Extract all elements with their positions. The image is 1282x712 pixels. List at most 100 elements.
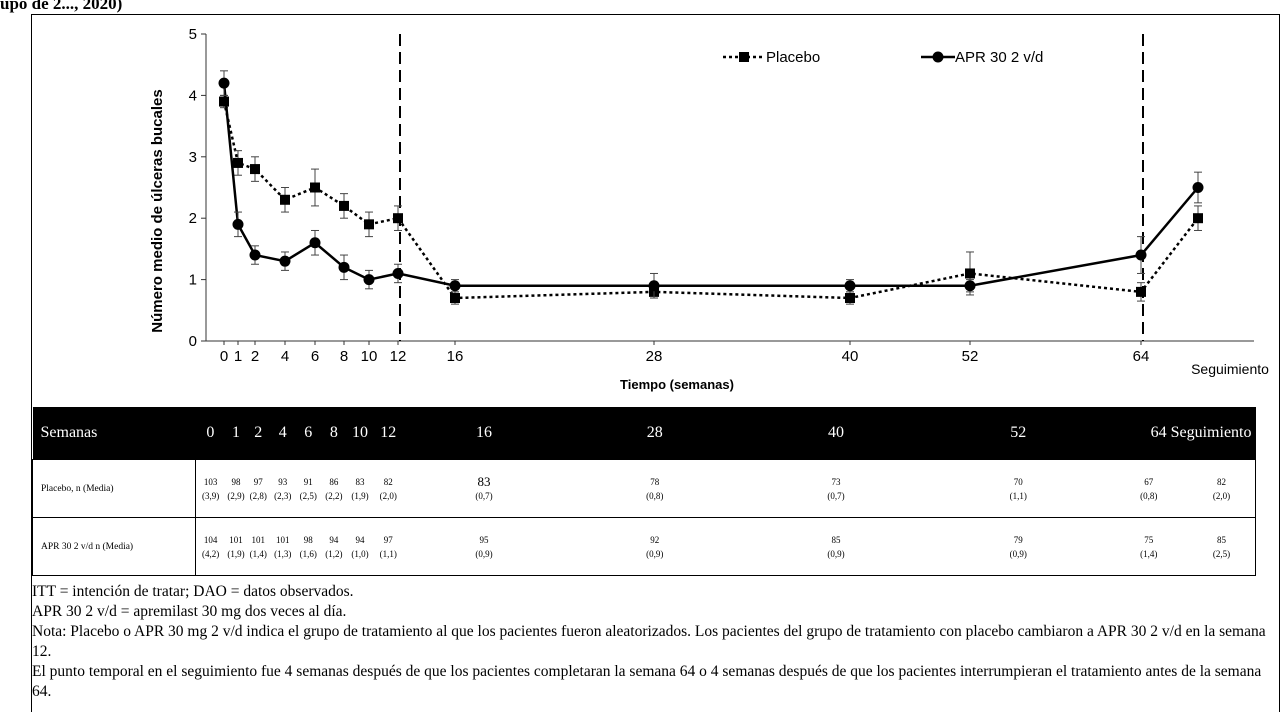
- cropped-heading: upo de 2..., 2020): [0, 0, 123, 13]
- data-point: [450, 293, 460, 304]
- x-tick-label: 16: [447, 348, 464, 365]
- cell-n: 92: [650, 534, 660, 545]
- data-point: [964, 280, 976, 292]
- x-axis-label: Tiempo (semanas): [620, 377, 734, 392]
- table-cell: 70 (1,1): [926, 459, 1110, 518]
- data-point: [1193, 213, 1203, 224]
- legend-marker-apr: [932, 51, 944, 63]
- x-tick-label: 2: [251, 348, 259, 365]
- cell-n: 83: [355, 476, 365, 487]
- x-tick-label: 1: [234, 348, 242, 365]
- table-cell: 82 (2,0): [1187, 459, 1256, 518]
- table-header-cell: 8: [320, 407, 347, 460]
- series-line: [222, 82, 1199, 287]
- table-header-cell: 0: [195, 407, 226, 460]
- cell-n: 97: [383, 534, 393, 545]
- table-cell: 83 (0,7): [403, 459, 565, 518]
- cell-mean: (1,0): [351, 548, 369, 559]
- cell-n: 104: [203, 534, 218, 545]
- data-point: [844, 280, 856, 292]
- cell-n: 85: [1216, 534, 1226, 545]
- x-tick-label: 28: [646, 348, 663, 365]
- table-header-cell: 52: [926, 407, 1110, 460]
- y-tick-label: 3: [189, 149, 197, 166]
- data-point: [233, 157, 243, 168]
- x-tick-label: 12: [390, 348, 407, 365]
- y-tick-label: 5: [189, 26, 197, 43]
- table-cell: 92 (0,9): [564, 517, 746, 576]
- table-cell: 97 (2,8): [246, 459, 270, 518]
- cell-n: 98: [231, 476, 241, 487]
- data-point: [845, 293, 855, 304]
- cell-n: 83: [477, 473, 491, 489]
- table-header-row: Semanas 0 1 2 4 6 8 10 12 16 28 40 52 64 Seguimiento: [32, 407, 1256, 460]
- cell-mean: (0,7): [475, 490, 493, 501]
- footnotes: ITT = intención de tratar; DAO = datos o…: [32, 582, 1272, 702]
- data-point: [250, 164, 260, 175]
- table-cell: 85 (2,5): [1187, 517, 1256, 576]
- table-header-cell: 40: [745, 407, 927, 460]
- cell-mean: (2,0): [379, 490, 397, 501]
- cell-mean: (0,9): [646, 548, 664, 559]
- data-point: [218, 77, 230, 89]
- series-placebo: [219, 94, 1203, 305]
- cell-mean: (1,1): [1009, 490, 1027, 501]
- chart-legend: Placebo APR 30 2 v/d: [723, 49, 1043, 66]
- series-line: [222, 101, 1199, 300]
- cell-mean: (1,1): [379, 548, 397, 559]
- footnote-treatment-note: Nota: Placebo o APR 30 mg 2 v/d indica e…: [32, 623, 1266, 660]
- table-cell: 103 (3,9): [195, 459, 226, 518]
- cell-n: 95: [479, 534, 489, 545]
- data-point: [449, 280, 461, 292]
- table-cell: 75 (1,4): [1109, 517, 1188, 576]
- counts-table: Semanas 0 1 2 4 6 8 10 12 16 28 40 52 64 Seguimiento P…: [31, 407, 1256, 576]
- footnote-follow-up: El punto temporal en el seguimiento fue …: [32, 663, 1262, 700]
- cell-n: 70: [1013, 476, 1023, 487]
- cell-mean: (1,3): [274, 548, 292, 559]
- table-header-cell: 64 Seguimiento: [1109, 407, 1256, 460]
- cell-mean: (1,2): [325, 548, 343, 559]
- cell-mean: (0,9): [1009, 548, 1027, 559]
- table-cell: 85 (0,9): [745, 517, 927, 576]
- data-point: [249, 249, 261, 261]
- cell-mean: (1,6): [299, 548, 317, 559]
- table-cell: 97 (1,1): [373, 517, 404, 576]
- data-point: [1135, 249, 1147, 261]
- table-cell: 78 (0,8): [564, 459, 746, 518]
- cell-n: 101: [251, 534, 266, 545]
- y-tick-label: 4: [189, 87, 197, 104]
- table-header-cell: 12: [373, 407, 404, 460]
- cell-n: 98: [303, 534, 313, 545]
- x-tick-label: 40: [842, 348, 859, 365]
- legend-label-placebo: Placebo: [766, 49, 820, 66]
- data-point: [219, 96, 229, 107]
- cell-n: 82: [383, 476, 393, 487]
- table-cell: 94 (1,2): [320, 517, 347, 576]
- series-layer: [218, 70, 1204, 305]
- table-row: Placebo, n (Media) 103 (3,9) 98 (2,9) 97 (2,8)…: [31, 459, 1256, 518]
- data-point: [338, 261, 350, 273]
- table-cell: 91 (2,5): [295, 459, 321, 518]
- y-axis-label: Número medio de úlceras bucales: [149, 89, 166, 332]
- table-cell: 101 (1,9): [225, 517, 247, 576]
- data-point: [1192, 182, 1204, 193]
- cell-mean: (2,5): [1212, 548, 1231, 559]
- table-row: APR 30 2 v/d n (Media) 104 (4,2) 101 (1,9) 10…: [31, 517, 1256, 576]
- table-cell: 98 (2,9): [225, 459, 247, 518]
- x-tick-label: Seguimiento: [1191, 361, 1269, 377]
- table-header-cell: 1: [225, 407, 247, 460]
- cell-mean: (2,2): [325, 490, 343, 501]
- cell-n: 94: [329, 534, 339, 545]
- y-tick-label: 2: [189, 210, 197, 227]
- data-point: [1136, 286, 1146, 297]
- x-tick-label: 64: [1133, 348, 1150, 365]
- data-point: [393, 213, 403, 224]
- legend-marker-placebo: [739, 52, 749, 62]
- cell-n: 103: [203, 476, 218, 487]
- cell-n: 101: [229, 534, 243, 545]
- data-point: [280, 194, 290, 205]
- table-cell: 83 (1,9): [346, 459, 374, 518]
- table-cell: 98 (1,6): [295, 517, 321, 576]
